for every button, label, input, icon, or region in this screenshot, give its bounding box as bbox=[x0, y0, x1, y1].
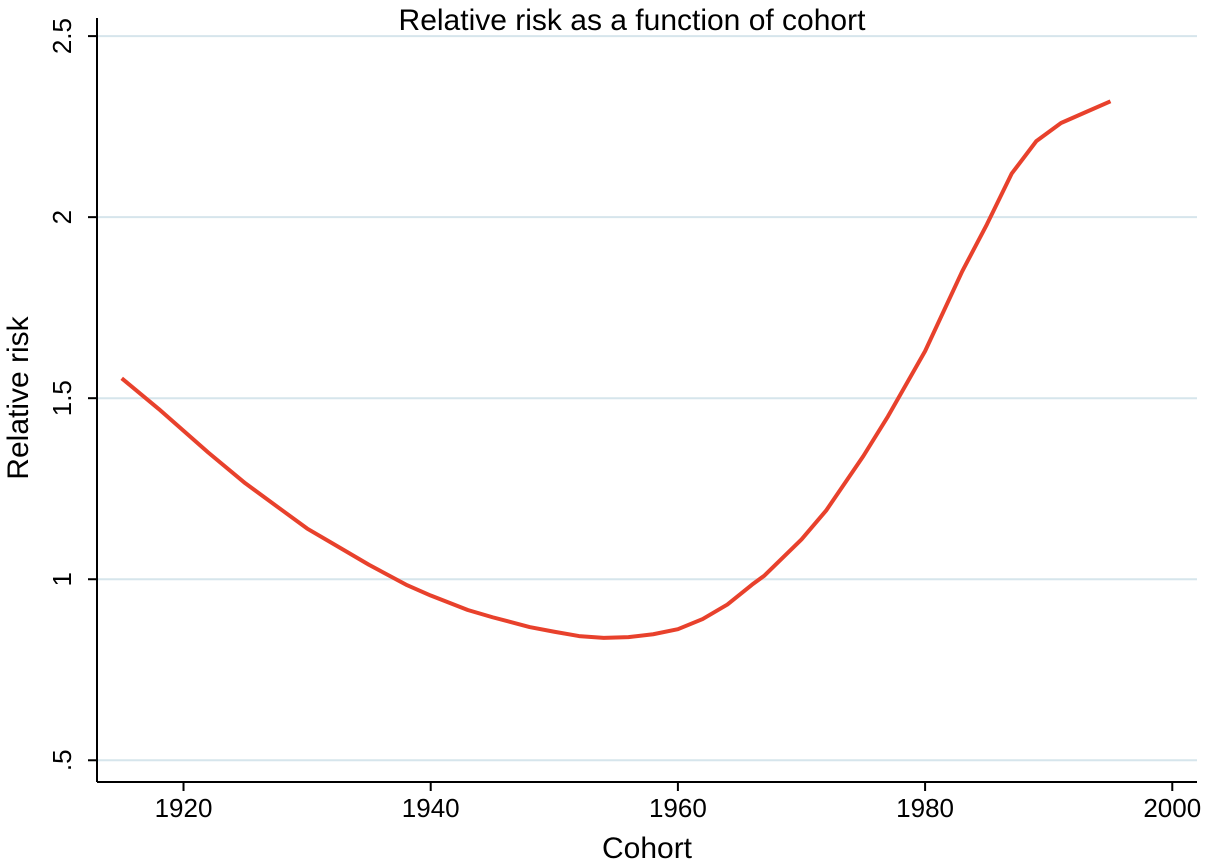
y-tick-label: .5 bbox=[47, 749, 77, 771]
x-axis-title: Cohort bbox=[602, 832, 693, 865]
x-tick-label: 2000 bbox=[1143, 793, 1201, 823]
line-series bbox=[120, 99, 1112, 640]
y-tick-label: 1 bbox=[47, 572, 77, 586]
x-tick-label: 1960 bbox=[649, 793, 707, 823]
y-axis-title: Relative risk bbox=[2, 315, 35, 479]
y-tick-label: 1.5 bbox=[47, 380, 77, 416]
x-tick-label: 1980 bbox=[896, 793, 954, 823]
y-tick-label: 2.5 bbox=[47, 18, 77, 54]
y-tick-label: 2 bbox=[47, 210, 77, 224]
x-tick-label: 1920 bbox=[155, 793, 213, 823]
x-tick-label: 1940 bbox=[402, 793, 460, 823]
chart-title: Relative risk as a function of cohort bbox=[399, 4, 867, 37]
